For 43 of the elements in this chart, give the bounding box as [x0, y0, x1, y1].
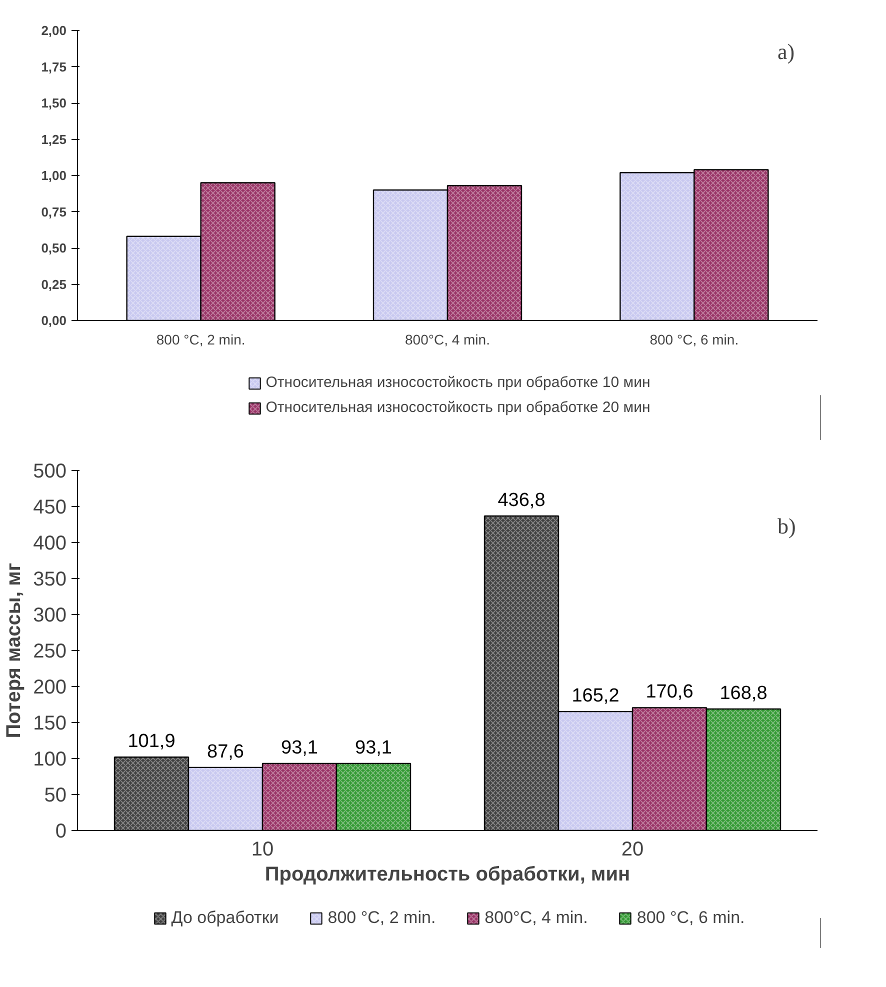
x-tick-label: 800 °C, 6 min.: [650, 332, 739, 348]
y-tick-label: 50: [44, 784, 67, 806]
data-label: 93,1: [281, 737, 318, 758]
y-tick-label: 1,00: [41, 168, 67, 183]
legend-label: Относительная износостойкость при обработке 20 мин: [266, 399, 650, 416]
x-tick-label: 800°C, 4 min.: [405, 332, 490, 348]
y-tick-label: 200: [33, 676, 67, 698]
x-tick-label: 20: [621, 838, 644, 860]
annotation: b): [778, 514, 796, 539]
data-label: 165,2: [572, 686, 620, 707]
y-tick-label: 0,50: [41, 240, 67, 256]
y-axis-title: Потеря массы, мг: [3, 562, 26, 738]
y-tick-label: 0,75: [41, 204, 67, 220]
data-label: 101,9: [128, 731, 176, 752]
data-label: 93,1: [355, 737, 392, 758]
legend-label: 800 °C, 2 min.: [328, 908, 436, 928]
x-tick-label: 800 °C, 2 min.: [156, 332, 246, 348]
y-tick-label: 2,00: [41, 23, 67, 38]
y-tick-label: 400: [33, 532, 67, 554]
legend-label: До обработки: [171, 908, 279, 928]
data-label: 168,8: [720, 682, 768, 704]
y-tick-label: 350: [33, 568, 67, 590]
y-tick-label: 250: [33, 640, 67, 662]
y-tick-label: 0: [55, 820, 66, 842]
legend-label: 800 °C, 6 min.: [636, 908, 745, 928]
data-label: 87,6: [207, 741, 244, 762]
legend-label: 800°C, 4 min.: [484, 908, 588, 928]
y-tick-label: 1,75: [41, 59, 67, 74]
y-tick-label: 1,25: [41, 132, 67, 147]
y-tick-label: 0,25: [41, 276, 67, 292]
y-tick-label: 450: [33, 496, 67, 518]
x-axis-title: Продолжительность обработки, мин: [264, 864, 630, 886]
legend-label: Относительная износостойкость при обработке 10 мин: [266, 374, 650, 391]
data-label: 170,6: [646, 682, 694, 703]
x-tick-label: 10: [251, 838, 274, 860]
y-tick-label: 100: [33, 748, 67, 770]
y-tick-label: 300: [33, 604, 67, 626]
y-tick-label: 1,50: [41, 96, 67, 110]
data-label: 436,8: [498, 490, 546, 512]
y-tick-label: 150: [33, 712, 67, 734]
y-tick-label: 500: [33, 460, 67, 482]
y-tick-label: 0,00: [41, 313, 67, 328]
annotation: a): [778, 39, 795, 64]
